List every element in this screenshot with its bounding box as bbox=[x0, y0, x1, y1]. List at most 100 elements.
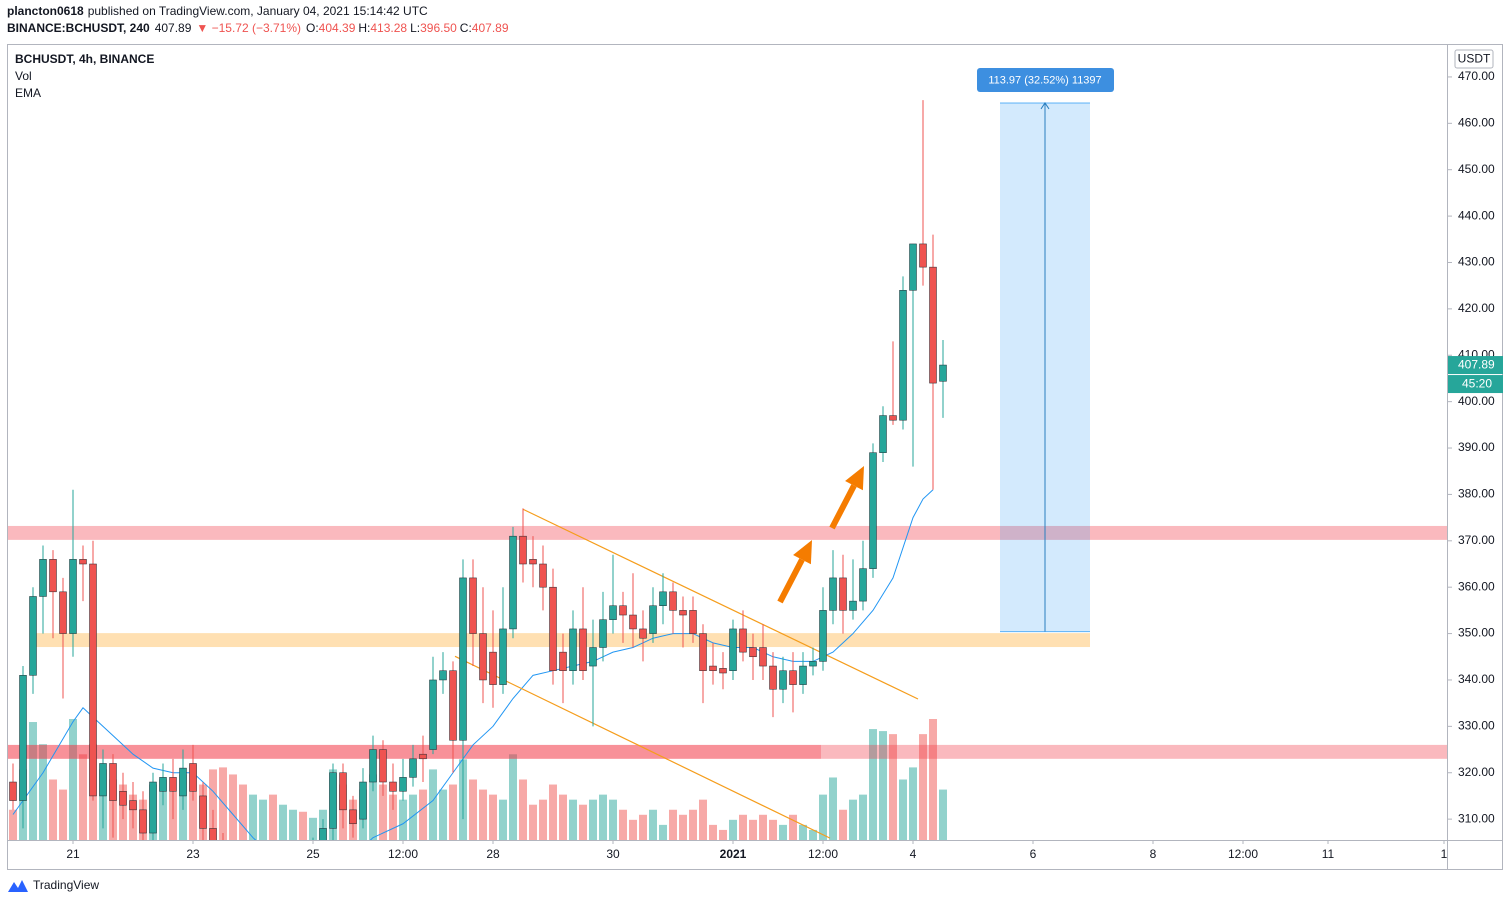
candle-body bbox=[189, 763, 197, 792]
candle-body bbox=[639, 628, 647, 639]
candle-body bbox=[759, 647, 767, 667]
volume-bar bbox=[869, 729, 877, 840]
volume-bar bbox=[479, 789, 487, 840]
x-tick-label: 1 bbox=[1441, 847, 1448, 861]
volume-bar bbox=[639, 814, 647, 840]
candle-body bbox=[499, 628, 507, 685]
measure-arrow-head bbox=[1040, 102, 1050, 110]
candle-body bbox=[319, 828, 327, 840]
volume-bar bbox=[559, 794, 567, 840]
volume-bar bbox=[229, 774, 237, 840]
candle-body bbox=[689, 610, 697, 634]
volume-bar bbox=[579, 804, 587, 840]
x-tick-label: 2021 bbox=[720, 847, 747, 861]
outer-border bbox=[7, 44, 1503, 870]
volume-bar bbox=[409, 794, 417, 840]
candle-body bbox=[329, 772, 337, 829]
ohlc-label: C: bbox=[460, 21, 472, 35]
candle-body bbox=[589, 647, 597, 667]
volume-bar bbox=[729, 819, 737, 840]
volume-bar bbox=[929, 719, 937, 840]
volume-bar bbox=[439, 789, 447, 840]
footer-logo bbox=[8, 880, 28, 892]
volume-bar bbox=[859, 794, 867, 840]
ohlc-value: 413.28 bbox=[370, 21, 407, 35]
y-tick-label: 330.00 bbox=[1458, 719, 1495, 733]
volume-bar bbox=[839, 809, 847, 840]
author: plancton0618 bbox=[7, 4, 84, 18]
volume-bar bbox=[699, 799, 707, 840]
candle-body bbox=[149, 781, 157, 834]
volume-bar bbox=[689, 809, 697, 840]
plot-area bbox=[7, 100, 1447, 840]
y-tick-label: 420.00 bbox=[1458, 301, 1495, 315]
volume-bar bbox=[209, 769, 217, 840]
y-tick-label: 350.00 bbox=[1458, 626, 1495, 640]
ohlc-value: 407.89 bbox=[472, 21, 509, 35]
change: ▼ −15.72 (−3.71%) bbox=[196, 21, 301, 35]
y-tick-label: 340.00 bbox=[1458, 672, 1495, 686]
volume-bar bbox=[39, 744, 47, 840]
volume-bar bbox=[239, 784, 247, 840]
candle-body bbox=[549, 586, 557, 671]
candle-body bbox=[9, 781, 17, 801]
candle-body bbox=[839, 577, 847, 611]
candle-body bbox=[39, 559, 47, 597]
y-tick-label: 400.00 bbox=[1458, 394, 1495, 408]
volume-bar bbox=[909, 767, 917, 840]
volume-bar bbox=[9, 809, 17, 840]
y-tick-label: 440.00 bbox=[1458, 208, 1495, 222]
price-axis: 310.00 320.00 330.00 340.00 350.00 360.00 370.… bbox=[66, 69, 1495, 861]
volume-bar bbox=[829, 777, 837, 840]
candle-body bbox=[619, 605, 627, 616]
candle-body bbox=[89, 563, 97, 797]
volume-bar bbox=[819, 794, 827, 840]
trendline bbox=[522, 508, 919, 700]
arrows bbox=[777, 466, 864, 604]
volume-bar bbox=[379, 784, 387, 840]
candle-body bbox=[469, 577, 477, 634]
y-tick-label: 370.00 bbox=[1458, 533, 1495, 547]
candle-body bbox=[69, 559, 77, 634]
candle-body bbox=[399, 777, 407, 792]
volume-bar bbox=[789, 814, 797, 840]
candle-body bbox=[419, 753, 427, 760]
countdown-box bbox=[1448, 375, 1503, 394]
candle-body bbox=[409, 758, 417, 778]
x-tick-label: 11 bbox=[1322, 847, 1335, 861]
last-price: 407.89 bbox=[155, 21, 192, 35]
candle-body bbox=[59, 591, 67, 634]
header-line-1: plancton0618 published on TradingView.com… bbox=[7, 4, 428, 18]
candle-body bbox=[799, 665, 807, 685]
volume-bar bbox=[399, 799, 407, 840]
x-tick-label: 21 bbox=[66, 847, 80, 861]
volume-bar bbox=[509, 754, 517, 840]
candle-body bbox=[439, 670, 447, 681]
legend-symbol: BCHUSDT, 4h, BINANCE bbox=[15, 52, 154, 66]
volume-bar bbox=[589, 799, 597, 840]
candle-body bbox=[719, 668, 727, 674]
candle-body bbox=[349, 809, 357, 825]
volume-bar bbox=[659, 824, 667, 840]
volume-bar bbox=[719, 829, 727, 840]
volume-bar bbox=[489, 794, 497, 840]
y-tick-label: 360.00 bbox=[1458, 579, 1495, 593]
logo-icon bbox=[8, 880, 28, 892]
measure-label: 113.97 (32.52%) 11397 bbox=[988, 74, 1101, 86]
volume-bar bbox=[539, 799, 547, 840]
candle-body bbox=[869, 452, 877, 569]
candle-body bbox=[129, 800, 137, 811]
zone bbox=[7, 525, 1447, 540]
candle-body bbox=[369, 749, 377, 783]
candle-body bbox=[29, 596, 37, 676]
volume-bar bbox=[59, 789, 67, 840]
currency: USDT bbox=[1458, 52, 1491, 66]
volume-bar bbox=[79, 754, 87, 840]
y-tick-label: 380.00 bbox=[1458, 487, 1495, 501]
volume-bar bbox=[299, 811, 307, 840]
volume-bar bbox=[429, 769, 437, 840]
candle-body bbox=[539, 563, 547, 588]
candle-body bbox=[909, 243, 917, 291]
candle-body bbox=[709, 665, 717, 671]
candle-body bbox=[929, 266, 937, 384]
